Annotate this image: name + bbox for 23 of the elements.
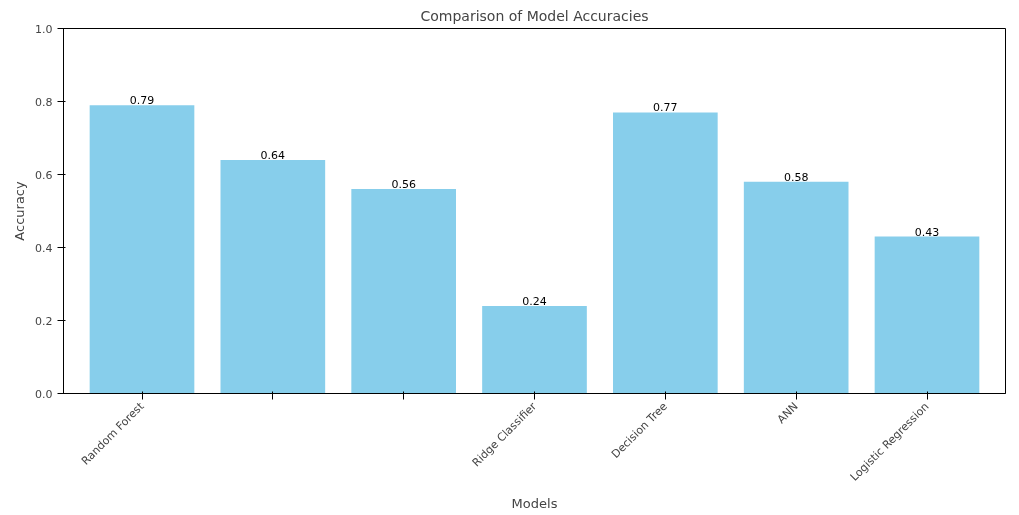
y-axis-title: Accuracy bbox=[12, 181, 28, 241]
x-axis-title: Models bbox=[511, 496, 558, 512]
data-label: 0.77 bbox=[653, 101, 678, 115]
y-tick-label: 0.8 bbox=[35, 95, 53, 109]
bar bbox=[351, 189, 456, 394]
bar bbox=[613, 112, 718, 394]
data-label: 0.24 bbox=[522, 294, 547, 308]
data-label: 0.79 bbox=[129, 94, 155, 108]
bar bbox=[743, 181, 849, 394]
bar bbox=[89, 105, 195, 394]
y-tick-label: 0.6 bbox=[35, 168, 53, 182]
y-tick-label: 0.2 bbox=[35, 314, 53, 328]
y-tick-label: 0.4 bbox=[35, 241, 53, 255]
data-label: 0.64 bbox=[260, 148, 286, 162]
data-label: 0.56 bbox=[391, 178, 416, 192]
y-tick-label: 1.0 bbox=[35, 22, 53, 36]
bar bbox=[220, 159, 326, 394]
y-tick-label: 0.0 bbox=[35, 387, 53, 401]
data-label: 0.43 bbox=[914, 225, 940, 239]
chart-title: Comparison of Model Accuracies bbox=[420, 7, 649, 24]
data-label: 0.58 bbox=[783, 170, 809, 184]
bar bbox=[482, 305, 587, 394]
bar bbox=[874, 236, 980, 394]
